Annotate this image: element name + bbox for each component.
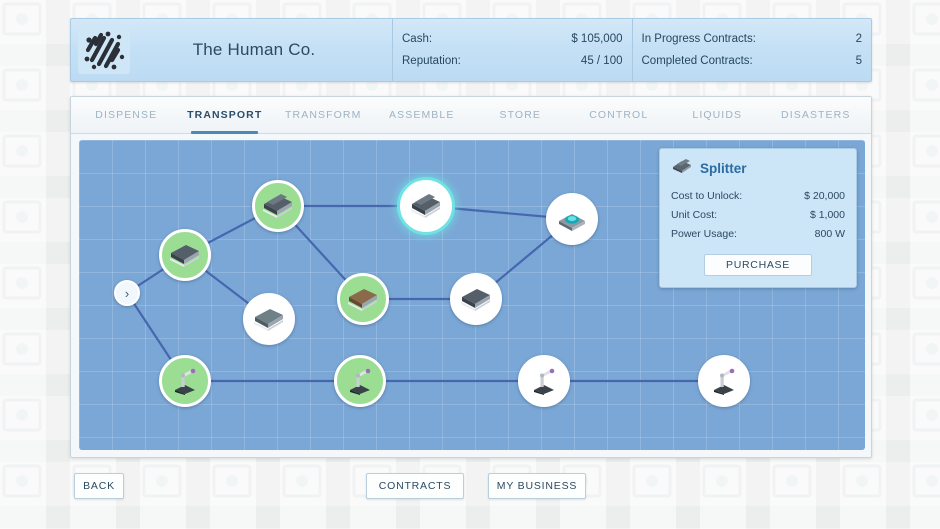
brand-section: The Human Co. — [71, 19, 393, 81]
panel-row-cost-to-unlock: Cost to Unlock: $ 20,000 — [671, 187, 845, 206]
footer-bar: BACK CONTRACTS MY BUSINESS — [70, 473, 872, 503]
tech-node-robot-arm[interactable] — [159, 355, 211, 407]
app-window: The Human Co. Cash: $ 105,000 Reputation… — [70, 18, 872, 511]
tab-transform[interactable]: TRANSFORM — [285, 109, 362, 121]
tech-node-splitter[interactable] — [400, 180, 452, 232]
contracts-button[interactable]: CONTRACTS — [366, 473, 464, 499]
panel-unit-cost-value: $ 1,000 — [809, 209, 845, 221]
tab-control[interactable]: CONTROL — [589, 109, 649, 121]
stat-completed-value: 5 — [855, 55, 862, 67]
stat-reputation-label: Reputation: — [402, 55, 461, 67]
header-bar: The Human Co. Cash: $ 105,000 Reputation… — [70, 18, 872, 82]
tech-node-robot-arm[interactable] — [698, 355, 750, 407]
stat-reputation-value: 45 / 100 — [580, 55, 623, 67]
panel-row-unit-cost: Unit Cost: $ 1,000 — [671, 206, 845, 225]
splitter-icon — [671, 158, 693, 178]
tech-node-conveyor-brown[interactable] — [337, 273, 389, 325]
tab-disasters[interactable]: DISASTERS — [781, 109, 851, 121]
purchase-button[interactable]: PURCHASE — [704, 254, 812, 276]
stat-cash-value: $ 105,000 — [571, 33, 623, 45]
panel-title-row: Splitter — [671, 158, 845, 178]
tab-assemble[interactable]: ASSEMBLE — [389, 109, 455, 121]
stat-reputation: Reputation: 45 / 100 — [402, 50, 623, 72]
diagonal-slashes-logo-icon — [78, 26, 130, 74]
panel-row-power-usage: Power Usage: 800 W — [671, 225, 845, 244]
back-button[interactable]: BACK — [74, 473, 124, 499]
content-card: DISPENSE TRANSPORT TRANSFORM ASSEMBLE STORE C… — [70, 96, 872, 458]
panel-cost-label: Cost to Unlock: — [671, 190, 743, 202]
tab-transport[interactable]: TRANSPORT — [176, 97, 275, 134]
panel-unit-cost-label: Unit Cost: — [671, 209, 718, 221]
chevron-right-icon[interactable]: › — [114, 280, 140, 306]
stat-completed-label: Completed Contracts: — [641, 55, 753, 67]
stat-cash-label: Cash: — [402, 33, 433, 45]
tech-node-merger[interactable] — [243, 293, 295, 345]
tab-store[interactable]: STORE — [499, 109, 541, 121]
tech-tree-container: Splitter Cost to Unlock: $ 20,000 Unit C… — [71, 134, 871, 458]
panel-power-value: 800 W — [814, 228, 845, 240]
tech-node-teleporter[interactable] — [546, 193, 598, 245]
tech-node-conveyor-dark[interactable] — [159, 229, 211, 281]
tech-node-conveyor-long[interactable] — [450, 273, 502, 325]
tab-liquids[interactable]: LIQUIDS — [692, 109, 743, 121]
category-tab-bar: DISPENSE TRANSPORT TRANSFORM ASSEMBLE STORE C… — [71, 97, 871, 134]
panel-power-label: Power Usage: — [671, 228, 737, 240]
tech-node-robot-arm[interactable] — [518, 355, 570, 407]
my-business-button[interactable]: MY BUSINESS — [488, 473, 586, 499]
stat-completed-contracts: Completed Contracts: 5 — [642, 50, 863, 72]
company-name: The Human Co. — [192, 40, 316, 59]
tech-node-robot-arm[interactable] — [334, 355, 386, 407]
stat-in-progress-value: 2 — [855, 33, 862, 45]
stats-column-right: In Progress Contracts: 2 Completed Contr… — [631, 19, 872, 81]
tech-node-conveyor-angled[interactable] — [252, 180, 304, 232]
stat-in-progress-contracts: In Progress Contracts: 2 — [642, 28, 863, 50]
stat-in-progress-label: In Progress Contracts: — [641, 33, 756, 45]
tech-tree-canvas[interactable]: Splitter Cost to Unlock: $ 20,000 Unit C… — [79, 140, 865, 450]
tab-dispense[interactable]: DISPENSE — [95, 109, 158, 121]
machine-info-panel: Splitter Cost to Unlock: $ 20,000 Unit C… — [659, 148, 857, 288]
panel-cost-value: $ 20,000 — [804, 190, 845, 202]
panel-title: Splitter — [700, 160, 747, 176]
stats-column-left: Cash: $ 105,000 Reputation: 45 / 100 — [393, 19, 632, 81]
stat-cash: Cash: $ 105,000 — [402, 28, 623, 50]
